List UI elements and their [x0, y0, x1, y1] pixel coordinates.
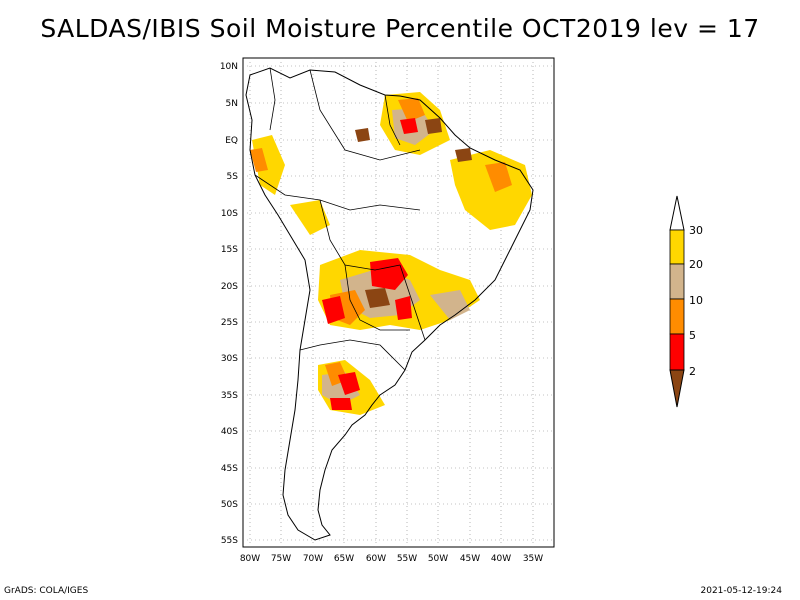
lon-tick-labels: 80W 75W 70W 65W 60W 55W 50W 45W 40W 35W: [240, 554, 543, 564]
shade-2-5-argentina: [338, 372, 360, 395]
shade-20-30-northeast: [450, 150, 532, 230]
shade-below-2-north: [425, 118, 442, 134]
legend-colorbar: [669, 195, 685, 408]
shade-5-10-west: [250, 148, 268, 172]
lon-tick-label: 60W: [366, 554, 386, 564]
legend-label: 30: [689, 224, 703, 237]
lat-tick-label: 20S: [221, 282, 238, 292]
lat-tick-label: 15S: [221, 245, 238, 255]
map-frame: [242, 57, 555, 548]
legend-label: 20: [689, 258, 703, 271]
lon-tick-label: 45W: [460, 554, 480, 564]
shade-below-2-nw: [355, 128, 370, 142]
lon-tick-label: 70W: [303, 554, 323, 564]
lat-tick-label: 40S: [221, 427, 238, 437]
legend-swatch-5-10: [669, 298, 685, 335]
lat-tick-label: 5N: [226, 99, 238, 109]
lon-tick-label: 55W: [397, 554, 417, 564]
lat-tick-labels: 10N 5N EQ 5S 10S 15S 20S 25S 30S 35S 40S…: [220, 62, 238, 546]
lat-tick-label: 35S: [221, 391, 238, 401]
percentile-shading: [250, 92, 532, 415]
footer-credit: GrADS: COLA/IGES: [4, 586, 89, 596]
shade-2-5-argentina-south: [330, 398, 352, 410]
footer-timestamp: 2021-05-12-19:24: [700, 586, 783, 596]
lon-tick-label: 40W: [491, 554, 511, 564]
lat-tick-label: 45S: [221, 464, 238, 474]
lat-tick-label: 50S: [221, 500, 238, 510]
lon-tick-label: 35W: [523, 554, 543, 564]
lat-tick-label: 25S: [221, 318, 238, 328]
shade-2-5-central: [370, 258, 408, 290]
shade-below-2-amazon: [455, 148, 472, 162]
lat-tick-label: 5S: [227, 172, 239, 182]
legend-swatch-2-5: [669, 333, 685, 371]
country-borders: [254, 67, 426, 371]
legend-swatch-20-30: [669, 229, 685, 265]
lat-tick-label: 10S: [221, 209, 238, 219]
legend-label: 10: [689, 294, 703, 307]
legend-arrow-top: [669, 195, 685, 231]
shade-20-30-bolivia: [290, 200, 330, 235]
lon-tick-label: 75W: [271, 554, 291, 564]
shade-2-5-southeast: [395, 296, 412, 320]
shade-5-10-northeast: [485, 162, 512, 192]
lat-tick-label: 30S: [221, 354, 238, 364]
shade-below-2-central: [365, 288, 390, 308]
legend-arrow-bottom: [669, 369, 685, 408]
lat-tick-label: 10N: [220, 62, 238, 72]
legend-labels: 30 20 10 5 2: [689, 224, 703, 378]
map-title: SALDAS/IBIS Soil Moisture Percentile OCT…: [40, 14, 760, 43]
legend-swatch-10-20: [669, 263, 685, 300]
shade-2-5-north: [400, 118, 418, 134]
shade-10-20-southeast: [430, 290, 470, 320]
lat-tick-label: EQ: [225, 136, 238, 146]
legend-label: 2: [689, 365, 696, 378]
legend-label: 5: [689, 329, 696, 342]
lat-tick-label: 55S: [221, 536, 238, 546]
south-america-coastline: [245, 67, 534, 541]
lon-tick-label: 80W: [240, 554, 260, 564]
shade-2-5-west: [322, 296, 345, 324]
lon-tick-label: 50W: [428, 554, 448, 564]
lon-tick-label: 65W: [334, 554, 354, 564]
shade-5-10-north: [398, 98, 425, 122]
